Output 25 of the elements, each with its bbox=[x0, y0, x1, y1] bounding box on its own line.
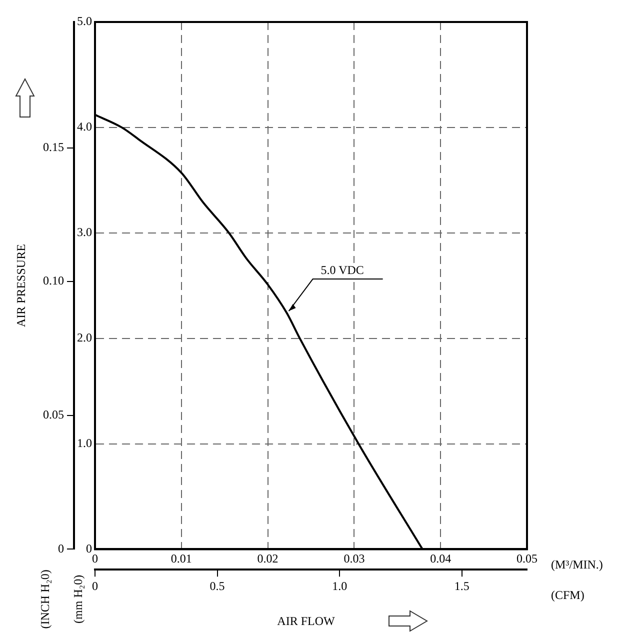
x-tick-label: 0.02 bbox=[257, 552, 278, 566]
x2-tick-label: 1.0 bbox=[332, 578, 348, 593]
x-tick-label: 0.03 bbox=[344, 552, 365, 566]
x2-tick-label: 1.5 bbox=[454, 578, 470, 593]
x-tick-label: 0.04 bbox=[430, 552, 452, 566]
y-tick-label: 1.0 bbox=[77, 436, 92, 450]
x2-axis-title: (CFM) bbox=[551, 588, 584, 602]
y2-tick-label: 0.15 bbox=[43, 140, 64, 154]
y2-tick-label: 0 bbox=[58, 541, 64, 556]
text: AIR PRESSURE bbox=[14, 244, 28, 328]
y-axis-title: (mm H₂0) bbox=[71, 574, 86, 624]
x-tick-label: 0.05 bbox=[516, 552, 538, 566]
y-tick-label: 2.0 bbox=[77, 330, 92, 344]
text: AIR FLOW bbox=[277, 614, 336, 628]
y2-tick-label: 0.05 bbox=[43, 408, 64, 422]
y-tick-label: 5.0 bbox=[77, 14, 92, 28]
text: 5.0 VDC bbox=[320, 263, 364, 278]
x-tick-label: 0.01 bbox=[170, 552, 192, 566]
y2-axis-title: (INCH H₂0) bbox=[38, 570, 52, 629]
y2-tick-label: 0.10 bbox=[43, 274, 64, 288]
x-axis-title: (M³/MIN.) bbox=[551, 557, 603, 572]
y-tick-label: 4.0 bbox=[77, 120, 92, 134]
y-tick-label: 3.0 bbox=[77, 225, 92, 240]
y-tick-label: 0 bbox=[86, 541, 92, 556]
x2-tick-label: 0.5 bbox=[210, 578, 225, 593]
